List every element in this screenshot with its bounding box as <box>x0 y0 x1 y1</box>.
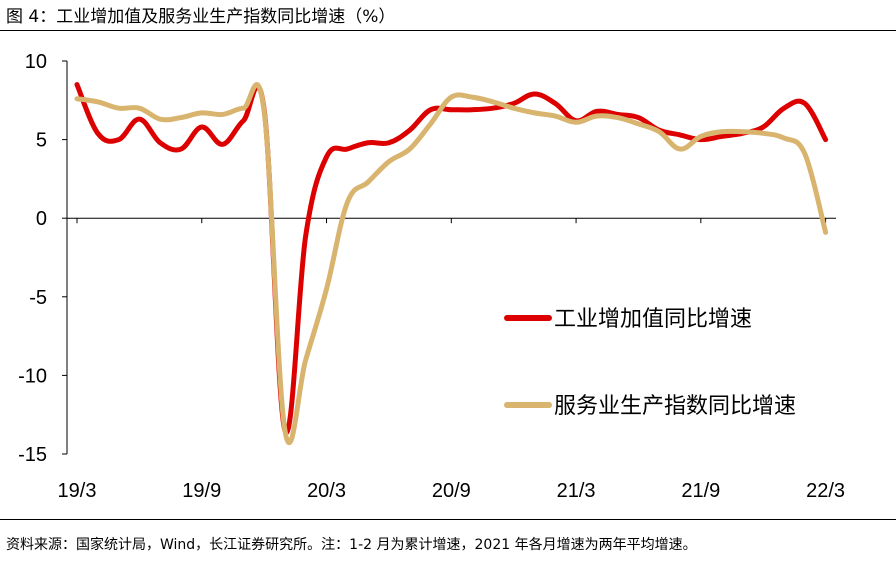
x-tick-label: 20/3 <box>307 480 346 502</box>
series-line-0 <box>74 82 829 436</box>
y-tick-label: 10 <box>25 51 47 73</box>
y-tick-label: -10 <box>18 365 47 387</box>
legend-label-0: 工业增加值同比增速 <box>554 307 752 332</box>
source-note: 资料来源：国家统计局，Wind，长江证券研究所。注：1-2 月为累计增速，202… <box>6 537 697 553</box>
x-tick-label: 19/3 <box>58 480 97 502</box>
x-tick-label: 21/3 <box>557 480 596 502</box>
axes: 10 5 0 -5 -10 -15 19/3 19/9 20/3 20/9 21/3 21/9 22/3 <box>18 51 845 502</box>
top-rule <box>0 30 896 31</box>
series-layer <box>74 82 829 445</box>
y-tick-label: 5 <box>36 130 47 152</box>
x-tick-label: 22/3 <box>806 480 845 502</box>
y-tick-label: -15 <box>18 444 47 466</box>
y-tick-label: 0 <box>36 208 47 230</box>
legend-label-1: 服务业生产指数同比增速 <box>554 394 796 419</box>
x-tick-label: 20/9 <box>432 480 471 502</box>
x-tick-label: 21/9 <box>681 480 720 502</box>
y-tick-label: -5 <box>29 287 47 309</box>
bottom-rule <box>0 519 896 520</box>
chart-title: 图 4：工业增加值及服务业生产指数同比增速（%） <box>6 7 396 27</box>
series-line-1 <box>74 82 829 445</box>
chart: 10 5 0 -5 -10 -15 19/3 19/9 20/3 20/9 21/3 21/9 22/3… <box>18 51 845 502</box>
x-tick-label: 19/9 <box>182 480 221 502</box>
